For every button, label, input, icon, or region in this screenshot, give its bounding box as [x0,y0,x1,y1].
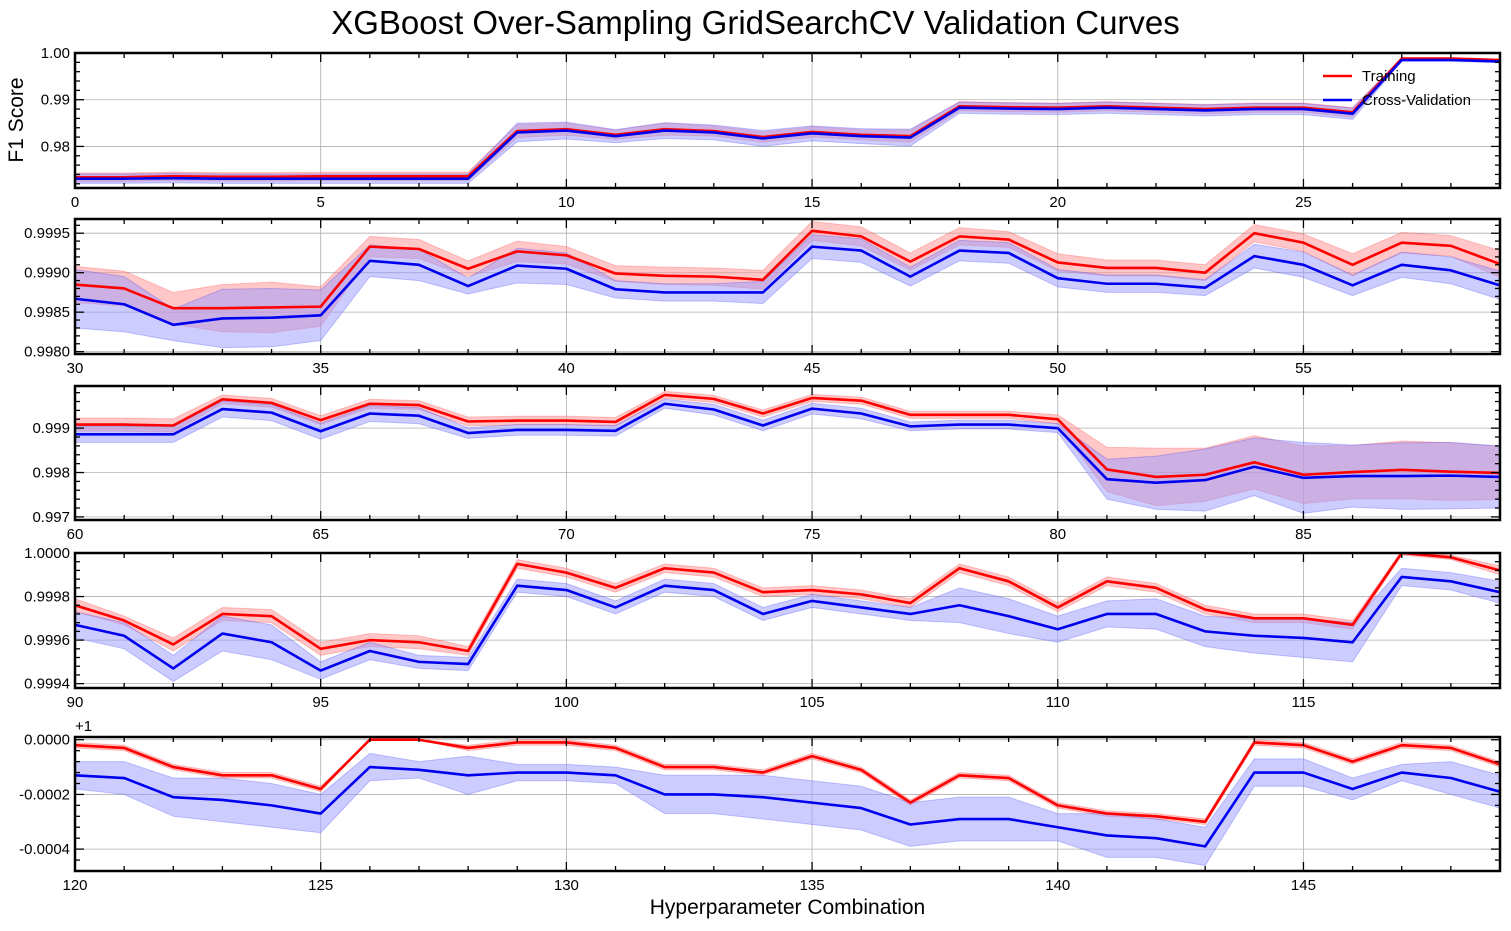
x-tick-label: 5 [317,194,325,211]
x-tick-label: 20 [1049,194,1066,211]
y-tick-label: 0.9985 [24,304,70,321]
series-line-training [75,738,1500,824]
y-tick-label: 1.0000 [24,545,70,562]
x-tick-label: 10 [558,194,575,211]
x-tick-label: 140 [1045,877,1070,894]
x-tick-label: 115 [1291,694,1315,711]
series-line-training [75,553,1500,653]
subplot-2: 30 35 40 45 50 55 0.9980 0.9985 0.9990 0.9995 [24,217,1502,377]
axes-frame [73,217,1502,356]
plot-area [75,220,1500,349]
plot-area [75,57,1500,184]
series-line-training [75,57,1500,179]
x-tick-label: 125 [308,877,333,894]
y-tick-label: 0.998 [32,465,70,482]
axes-frame [73,735,1502,873]
legend: Training Cross-Validation [1323,68,1471,109]
series-line-cross-validation [75,245,1500,327]
y-tick-label: 0.9980 [24,344,70,361]
y-tick-label: 0.0000 [24,732,70,749]
x-axis-label: Hyperparameter Combination [649,896,926,919]
x-tick-label: 110 [1046,694,1070,711]
y-tick-label: 0.997 [32,509,70,526]
x-tick-label: 35 [312,360,329,377]
subplot-5: 120 125 130 135 140 145 -0.0004 -0.0002 0.0000 +1 [19,718,1502,894]
subplot-1: 0 5 10 15 20 25 0.98 0.99 1.00 Training Cross-Vali… [41,45,1502,211]
x-tick-label: 75 [804,526,821,543]
x-tick-label: 130 [554,877,579,894]
x-tick-label: 65 [312,526,329,543]
band-cross-validation [75,58,1500,184]
y-tick-label: -0.0002 [19,786,70,803]
x-tick-label: 85 [1295,526,1312,543]
series-line-cross-validation [75,765,1500,848]
x-tick-label: 30 [67,360,84,377]
plot-area [75,553,1500,683]
subplot-4: 90 95 100 105 110 115 0.9994 0.9996 0.9998 1.0000 [24,545,1502,711]
y-tick-label: 0.999 [32,420,70,437]
plot-area [75,738,1500,867]
y-tick-label: 0.9990 [24,265,70,282]
series-line-training [75,229,1500,310]
x-tick-label: 15 [804,194,821,211]
y-tick-label: 0.9998 [24,589,70,606]
x-tick-label: 135 [800,877,825,894]
x-tick-label: 0 [71,194,79,211]
y-tick-label: 0.98 [41,138,70,155]
legend-label-cross-validation: Cross-Validation [1362,92,1471,109]
y-tick-label: 0.9996 [24,632,70,649]
y-tick-label: 0.99 [41,92,70,109]
series-line-cross-validation [75,402,1500,485]
axes-frame [73,551,1502,690]
series-line-cross-validation [75,58,1500,180]
band-cross-validation [75,234,1500,349]
x-tick-label: 90 [67,694,84,711]
band-training [75,57,1500,182]
x-tick-label: 145 [1291,877,1316,894]
x-tick-label: 50 [1049,360,1066,377]
x-tick-label: 40 [558,360,575,377]
chart-title: XGBoost Over-Sampling GridSearchCV Valid… [331,4,1180,41]
y-offset-label: +1 [75,718,92,735]
x-tick-label: 120 [62,877,87,894]
series-line-training [75,393,1500,479]
x-tick-label: 45 [804,360,821,377]
x-tick-label: 105 [800,694,825,711]
plot-area [75,390,1500,514]
legend-label-training: Training [1362,68,1416,85]
x-tick-label: 60 [67,526,84,543]
x-tick-label: 80 [1049,526,1066,543]
x-tick-label: 95 [312,694,329,711]
subplot-3: 60 65 70 75 80 85 0.997 0.998 0.999 [32,384,1502,543]
x-tick-label: 70 [558,526,575,543]
x-tick-label: 25 [1295,194,1312,211]
band-cross-validation [75,567,1500,683]
x-tick-label: 55 [1295,360,1312,377]
y-tick-label: -0.0004 [19,841,70,858]
series-line-cross-validation [75,575,1500,672]
axes-frame [73,51,1502,190]
y-tick-label: 1.00 [41,45,70,62]
y-tick-label: 0.9995 [24,225,70,242]
band-cross-validation [75,398,1500,514]
band-training [75,553,1500,656]
x-tick-label: 100 [554,694,579,711]
y-tick-label: 0.9994 [24,676,70,693]
axes-frame [73,384,1502,522]
